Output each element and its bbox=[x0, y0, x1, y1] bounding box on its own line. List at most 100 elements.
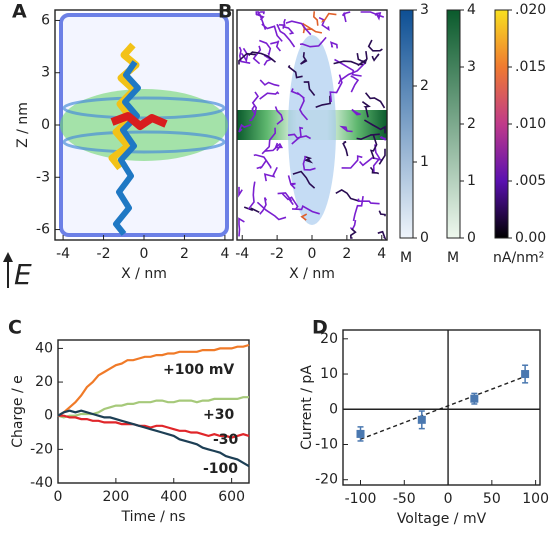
streamline bbox=[349, 228, 357, 239]
streamline bbox=[300, 213, 308, 221]
x-tick-label: 200 bbox=[103, 489, 130, 505]
x-tick-label: 0 bbox=[54, 489, 63, 505]
streamline bbox=[255, 11, 265, 21]
streamline bbox=[238, 217, 245, 237]
point bbox=[521, 370, 530, 379]
y-tick-label: 20 bbox=[320, 331, 338, 347]
streamline bbox=[377, 230, 387, 241]
point bbox=[417, 415, 426, 424]
x-tick-label: -4 bbox=[235, 246, 249, 262]
streamline bbox=[238, 123, 252, 133]
streamline bbox=[273, 142, 282, 152]
streamline bbox=[276, 23, 296, 48]
streamline bbox=[378, 148, 386, 165]
streamline bbox=[247, 181, 256, 210]
streamline bbox=[302, 155, 316, 171]
y-tick-label: 6 bbox=[41, 12, 50, 28]
colorbar bbox=[399, 9, 414, 239]
streamline bbox=[321, 12, 337, 23]
series-label: -100 bbox=[203, 461, 238, 477]
streamline bbox=[361, 101, 371, 118]
streamline bbox=[352, 195, 364, 222]
colorbar-tick-label: .015 bbox=[515, 59, 546, 75]
y-tick-label: 40 bbox=[35, 340, 53, 356]
x-axis-label: X / nm bbox=[289, 266, 335, 282]
series-label: +30 bbox=[203, 407, 234, 423]
colorbar-tick-label: .020 bbox=[515, 2, 546, 18]
x-tick-label: 0 bbox=[444, 491, 453, 507]
streamline bbox=[342, 140, 349, 157]
streamline bbox=[339, 125, 353, 133]
colorbar-tick-label: 1 bbox=[420, 154, 429, 170]
colorbar bbox=[446, 9, 461, 239]
streamline-field bbox=[237, 11, 387, 241]
streamline bbox=[251, 91, 259, 115]
streamline bbox=[356, 52, 367, 65]
streamline bbox=[367, 39, 383, 52]
streamline bbox=[329, 41, 338, 49]
streamline bbox=[274, 106, 284, 125]
x-axis-label: Time / ns bbox=[120, 509, 185, 525]
streamline bbox=[364, 92, 386, 109]
colorbar-tick-label: 1 bbox=[467, 173, 476, 189]
x-tick-label: 100 bbox=[522, 491, 549, 507]
y-tick-label: 20 bbox=[35, 374, 53, 390]
colorbar-tick-label: .005 bbox=[515, 173, 546, 189]
line-series bbox=[57, 343, 250, 417]
streamline bbox=[252, 45, 262, 65]
point bbox=[356, 429, 365, 438]
line-series bbox=[57, 409, 250, 468]
line-series bbox=[58, 414, 250, 439]
colorbar bbox=[494, 9, 509, 239]
x-tick-label: -2 bbox=[97, 246, 111, 262]
x-tick-label: -2 bbox=[270, 246, 284, 262]
panel-label: B bbox=[218, 1, 232, 23]
streamline bbox=[287, 175, 296, 190]
streamline bbox=[256, 201, 287, 221]
y-tick-label: 0 bbox=[44, 408, 53, 424]
colorbar-tick-label: 0.00 bbox=[515, 230, 546, 246]
streamline bbox=[379, 136, 386, 141]
streamline bbox=[259, 39, 272, 57]
streamline bbox=[261, 127, 277, 155]
streamline bbox=[363, 119, 386, 134]
colorbar-tick-label: .010 bbox=[515, 116, 546, 132]
point bbox=[470, 394, 479, 403]
streamline bbox=[360, 11, 385, 18]
field-arrow-head bbox=[3, 252, 13, 262]
colorbar-unit: M bbox=[400, 250, 412, 266]
molecule-render bbox=[59, 13, 229, 237]
streamline bbox=[318, 16, 330, 32]
streamline bbox=[334, 58, 362, 77]
field-label: E bbox=[14, 258, 32, 291]
y-tick-label: -3 bbox=[36, 169, 50, 185]
streamline bbox=[335, 188, 360, 202]
x-tick-label: -4 bbox=[56, 246, 70, 262]
streamline bbox=[238, 52, 256, 65]
streamline bbox=[291, 205, 320, 215]
streamline bbox=[287, 64, 303, 79]
streamline bbox=[259, 197, 268, 215]
streamline bbox=[312, 11, 319, 26]
colorbar-tick-label: 3 bbox=[467, 59, 476, 75]
x-tick-label: 4 bbox=[220, 246, 229, 262]
panel-label: D bbox=[312, 317, 328, 339]
y-tick-label: -20 bbox=[30, 441, 53, 457]
streamline bbox=[290, 88, 305, 100]
y-axis-label: Current / pA bbox=[299, 365, 315, 450]
streamline bbox=[260, 11, 265, 15]
y-axis-label: Charge / e bbox=[10, 375, 26, 447]
streamline bbox=[369, 134, 378, 159]
colorbar-tick-label: 2 bbox=[467, 116, 476, 132]
streamline bbox=[248, 51, 276, 63]
streamline bbox=[374, 12, 382, 21]
streamline bbox=[341, 11, 351, 23]
streamline bbox=[238, 186, 243, 198]
y-tick-label: 3 bbox=[41, 65, 50, 81]
streamline bbox=[303, 81, 316, 96]
x-tick-label: 4 bbox=[377, 246, 386, 262]
series-label: -30 bbox=[213, 432, 239, 448]
colorbar-unit: nA/nm² bbox=[493, 250, 544, 266]
x-tick-label: 2 bbox=[342, 246, 351, 262]
